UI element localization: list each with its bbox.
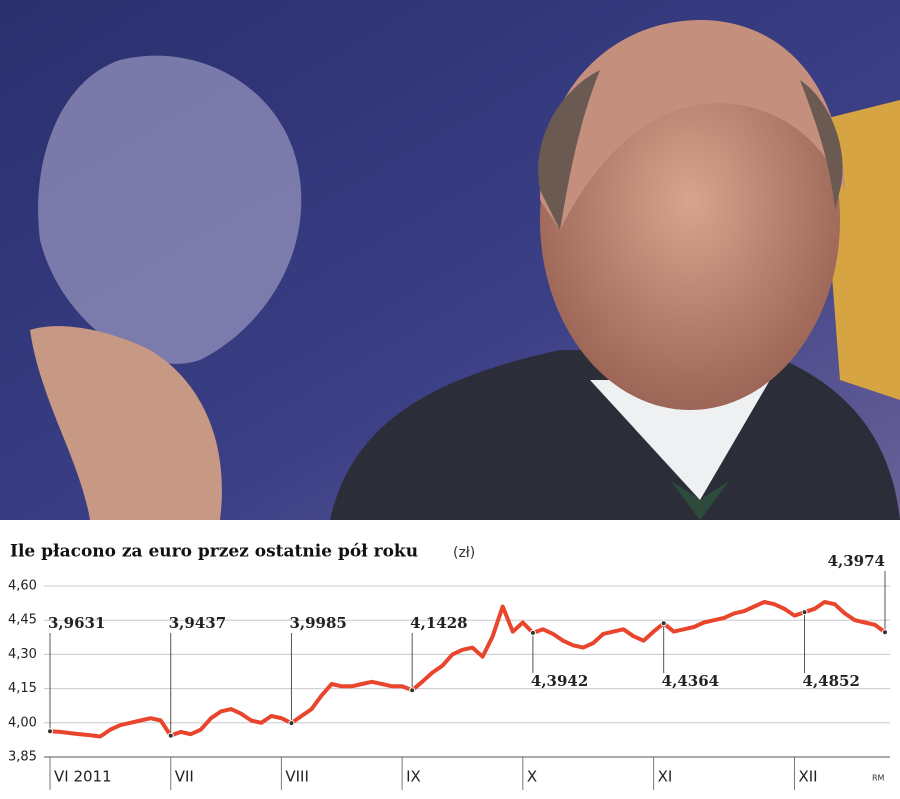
annotation-point [529, 629, 536, 636]
photo-map [38, 55, 302, 364]
x-tick-label: XII [798, 768, 817, 786]
y-tick-label: 4,00 [8, 715, 37, 730]
annotation-point [801, 609, 808, 616]
data-label: 3,9631 [48, 614, 105, 632]
annotation-point [47, 728, 53, 735]
data-label: 4,1428 [410, 614, 467, 632]
x-tick-label: IX [406, 768, 421, 786]
credit: RM [872, 774, 885, 783]
series-line [49, 600, 887, 739]
data-label: 4,3974 [828, 552, 885, 570]
photo-head [540, 20, 845, 230]
annotation-point [882, 629, 888, 636]
y-tick-label: 4,60 [8, 579, 37, 594]
y-tick-label: 4,15 [8, 681, 37, 696]
data-label: 4,4852 [803, 672, 860, 690]
photo-tie [670, 480, 730, 520]
annotation-point [660, 620, 667, 627]
annotation-point [288, 720, 295, 727]
annotation-point [409, 687, 416, 694]
annotation-point [167, 732, 174, 739]
data-label: 4,3942 [531, 672, 588, 690]
x-tick-label: VI 2011 [54, 768, 112, 786]
y-tick-label: 4,30 [8, 647, 37, 662]
photo-shirt [590, 380, 770, 500]
photo-hand [30, 326, 222, 520]
x-tick-label: X [527, 768, 537, 786]
data-label: 3,9985 [289, 614, 346, 632]
y-tick-label: 4,45 [8, 613, 37, 628]
photo [0, 0, 900, 520]
chart-subtitle: (zł) [453, 545, 475, 561]
x-tick-label: XI [658, 768, 673, 786]
x-tick-label: VIII [285, 768, 309, 786]
x-tick-label: VII [175, 768, 194, 786]
chart-title: Ile płacono za euro przez ostatnie pół r… [10, 542, 418, 562]
y-tick-label: 3,85 [8, 750, 37, 765]
data-label: 4,4364 [662, 672, 719, 690]
data-label: 3,9437 [169, 614, 226, 632]
